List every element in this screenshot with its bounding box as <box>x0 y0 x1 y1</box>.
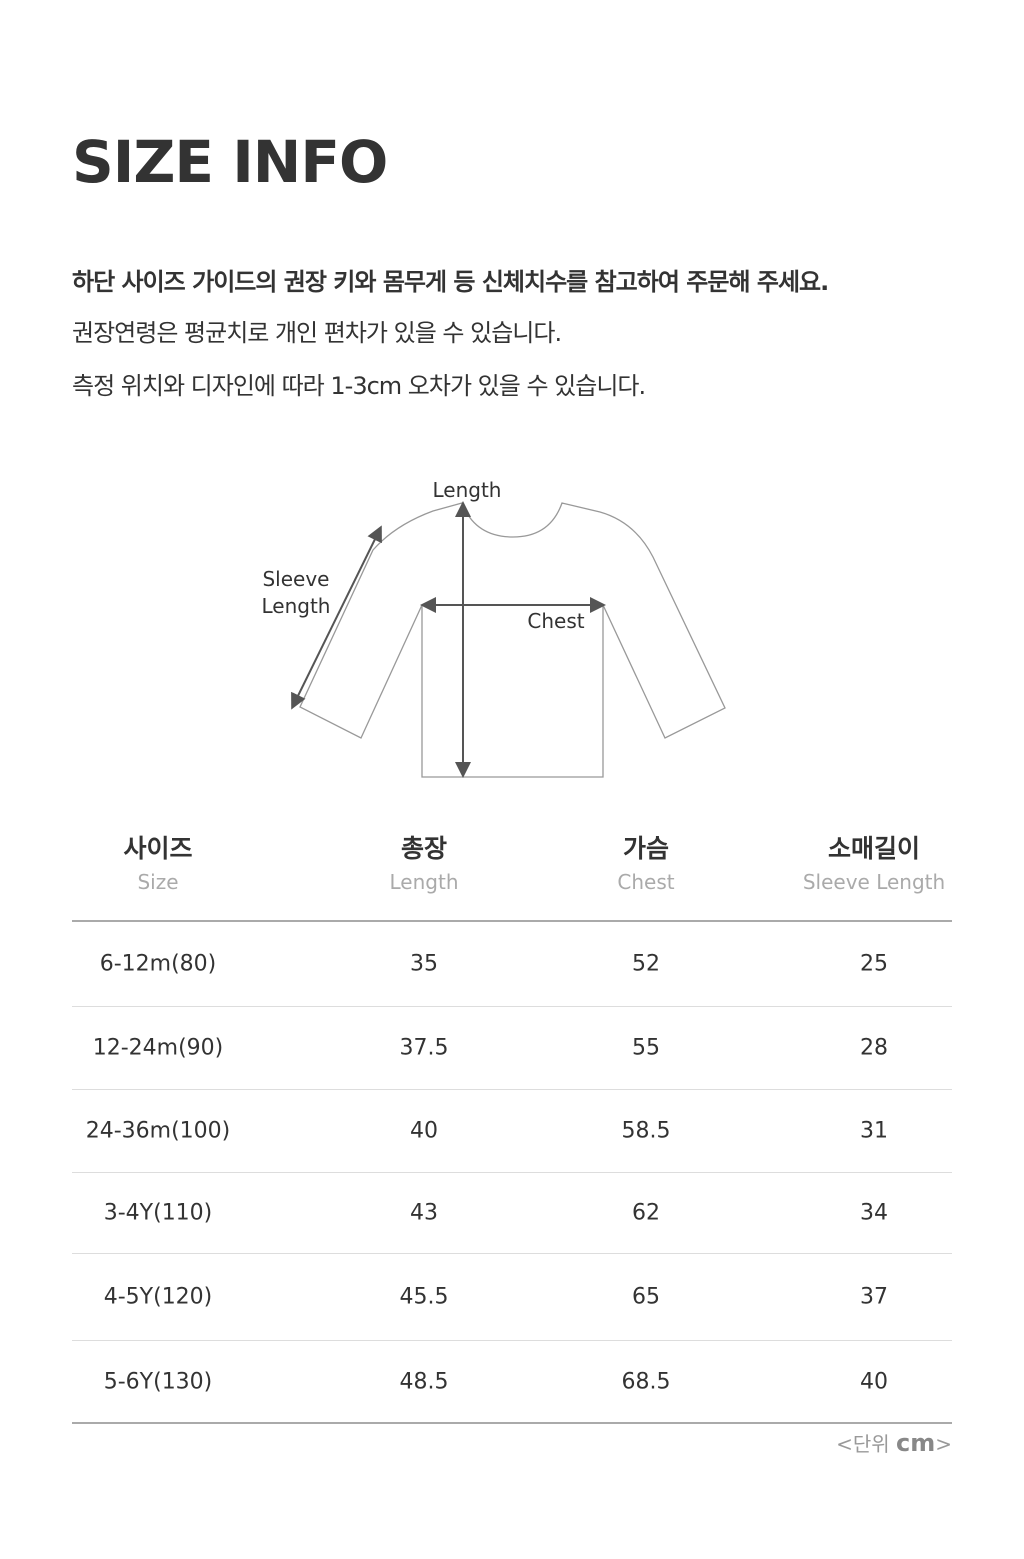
unit-note: <단위 cm> <box>836 1428 952 1457</box>
cell-length: 45.5 <box>399 1284 449 1310</box>
cell-length: 37.5 <box>399 1035 449 1061</box>
cell-sleeve-length: 25 <box>860 951 888 977</box>
table-row: 4-5Y(120) 45.5 65 37 <box>72 1254 952 1341</box>
header-sleeve-ko: 소매길이 <box>827 834 920 863</box>
header-sleeve-en: Sleeve Length <box>802 870 946 894</box>
cell-sleeve-length: 31 <box>860 1118 888 1144</box>
sleeve-arrow <box>291 525 382 710</box>
notice-line-1: 하단 사이즈 가이드의 권장 키와 몸무게 등 신체치수를 참고하여 주문해 주… <box>72 268 829 296</box>
length-label: Length <box>433 478 502 502</box>
table-row: 12-24m(90) 37.5 55 28 <box>72 1007 952 1090</box>
cell-chest: 52 <box>632 951 660 977</box>
page-title: SIZE INFO <box>72 128 388 196</box>
cell-chest: 68.5 <box>621 1369 671 1394</box>
notice-line-2: 권장연령은 평균치로 개인 편차가 있을 수 있습니다. <box>72 319 562 347</box>
header-chest: 가슴 Chest <box>617 830 674 896</box>
cell-length: 40 <box>410 1118 438 1144</box>
cell-sleeve-length: 28 <box>860 1035 888 1061</box>
table-header: 사이즈 Size 총장 Length 가슴 Chest 소매길이 Sleeve … <box>72 830 952 922</box>
unit-prefix: <단위 <box>836 1432 896 1456</box>
unit-suffix: > <box>935 1432 952 1456</box>
notice-line-3: 측정 위치와 디자인에 따라 1-3cm 오차가 있을 수 있습니다. <box>72 372 646 400</box>
sleeve-label-line-2: Length <box>262 594 331 618</box>
cell-sleeve-length: 34 <box>860 1200 888 1226</box>
cell-chest: 65 <box>632 1284 660 1310</box>
header-size: 사이즈 Size <box>123 830 192 896</box>
cell-sleeve-length: 37 <box>860 1284 888 1310</box>
cell-length: 35 <box>410 951 438 977</box>
cell-size: 3-4Y(110) <box>103 1200 213 1226</box>
cell-size: 4-5Y(120) <box>103 1284 213 1310</box>
cell-size: 6-12m(80) <box>99 951 217 977</box>
header-length-ko: 총장 <box>400 834 448 863</box>
cell-size: 5-6Y(130) <box>103 1369 213 1394</box>
cell-chest: 58.5 <box>621 1118 671 1144</box>
header-length: 총장 Length <box>390 830 459 896</box>
cell-chest: 62 <box>632 1200 660 1226</box>
shirt-outline <box>299 502 726 778</box>
chest-label: Chest <box>527 609 584 633</box>
header-chest-ko: 가슴 <box>622 834 669 863</box>
cell-chest: 55 <box>632 1035 660 1061</box>
size-table: 사이즈 Size 총장 Length 가슴 Chest 소매길이 Sleeve … <box>72 830 952 1424</box>
table-row: 3-4Y(110) 43 62 34 <box>72 1173 952 1254</box>
header-sleeve: 소매길이 Sleeve Length <box>803 830 945 896</box>
header-length-en: Length <box>389 870 459 894</box>
cell-size: 24-36m(100) <box>85 1118 231 1144</box>
sleeve-label-line-1: Sleeve <box>262 567 329 591</box>
table-row: 6-12m(80) 35 52 25 <box>72 922 952 1007</box>
table-row: 24-36m(100) 40 58.5 31 <box>72 1090 952 1173</box>
header-size-en: Size <box>137 870 179 894</box>
header-size-ko: 사이즈 <box>123 834 193 863</box>
table-row: 5-6Y(130) 48.5 68.5 40 <box>72 1341 952 1424</box>
cell-length: 48.5 <box>399 1369 449 1394</box>
header-chest-en: Chest <box>617 870 675 894</box>
cell-size: 12-24m(90) <box>92 1035 224 1061</box>
cell-sleeve-length: 40 <box>860 1369 888 1394</box>
measurement-diagram: Length Sleeve Length Chest <box>262 478 726 778</box>
unit-value: cm <box>896 1429 936 1457</box>
cell-length: 43 <box>410 1200 438 1226</box>
